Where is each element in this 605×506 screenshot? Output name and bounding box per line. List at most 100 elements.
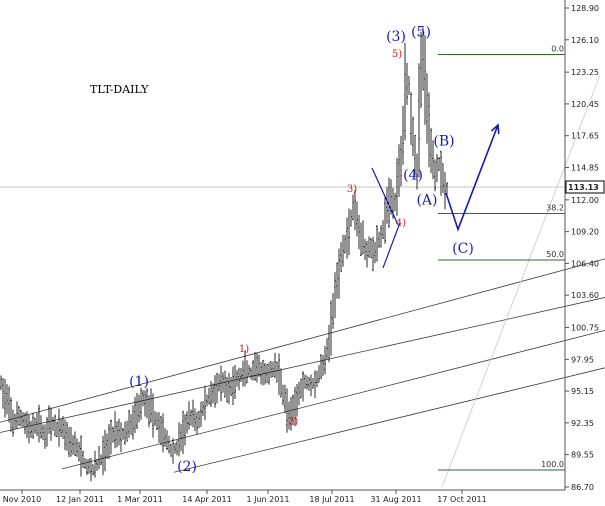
axes [0,0,566,491]
y-tick-label: 106.40 [571,259,599,268]
ohlc-bar [46,416,48,447]
ohlc-bar [322,354,324,376]
projection-line [445,124,499,232]
ohlc-bar [192,399,194,428]
x-tick-label: 14 Apr 2011 [182,495,231,504]
ohlc-bar [48,405,50,434]
ohlc-bar [216,372,218,404]
ohlc-bar [268,362,270,385]
ohlc-bar [66,421,68,451]
ohlc-bar [98,445,100,470]
ohlc-bar [362,220,364,255]
ohlc-bar [76,438,78,457]
ohlc-bar [4,378,6,418]
chart-title: TLT-DAILY [90,83,149,96]
current-price-box [565,180,605,194]
ohlc-bar [396,157,398,216]
ohlc-bar [442,163,444,193]
ohlc-bar [180,424,182,452]
ohlc-bar [150,388,152,423]
wave-label: (2) [177,459,197,475]
ohlc-bar [118,418,120,446]
ohlc-bar [30,420,32,439]
ohlc-bar [288,401,290,430]
ohlc-bar [444,172,446,210]
ohlc-bar [122,427,124,440]
ohlc-bar [188,401,190,430]
wave-labels: (1) (2) 1) 2) 3) 4) 5) (3) (5) (4) (A) (B) (C) [129,24,474,475]
wave-channel-lines [371,167,401,269]
ohlc-bar [414,135,416,176]
ohlc-bar [416,153,418,190]
ohlc-bar [12,409,14,437]
ohlc-bar [254,352,256,381]
wave-label: (A) [416,192,437,208]
ohlc-bar [16,401,18,429]
ohlc-bar [398,144,400,197]
price-bars [0,27,448,482]
ohlc-bar [134,396,136,433]
ohlc-bar [208,387,210,405]
ohlc-bar [162,413,164,453]
ohlc-bar [40,415,42,439]
ohlc-bar [10,397,12,432]
ohlc-bar [328,324,330,363]
ohlc-bar [352,194,354,221]
ohlc-bar [202,401,204,417]
ohlc-bar [256,352,258,383]
ohlc-bar [24,412,26,435]
ohlc-bar [42,424,44,441]
ohlc-bar [320,353,322,380]
ohlc-bar [68,426,70,458]
ohlc-bar [128,409,130,438]
ohlc-bar [432,140,434,180]
ohlc-bar [84,457,86,469]
gray-trendline [441,74,601,488]
y-tick-label: 89.55 [571,451,594,460]
y-tick-label: 112.00 [571,196,599,205]
ohlc-bar [114,411,116,449]
ohlc-bar [264,362,266,385]
wave-label: 3) [347,184,357,195]
ohlc-bar [28,414,30,444]
x-tick-label: 1 Mar 2011 [117,495,163,504]
ohlc-bar [244,350,246,387]
ohlc-bar [80,435,82,477]
ohlc-bar [74,431,76,457]
ohlc-bar [214,375,216,408]
fib-level-label: 0.0 [551,45,564,54]
ohlc-bar [182,410,184,455]
y-tick-label: 120.45 [571,100,599,109]
ohlc-bar [386,187,388,224]
ohlc-bar [226,376,228,403]
ohlc-bar [20,409,22,427]
ohlc-bar [240,367,242,383]
ohlc-bar [154,411,156,427]
x-tick-label: 17 Oct 2011 [437,495,486,504]
ohlc-bar [170,443,172,457]
current-price-tag: 113.13 [565,180,605,194]
ohlc-bar [236,369,238,387]
ohlc-bar [428,92,430,168]
ohlc-bar [136,393,138,429]
ohlc-bar [220,365,222,402]
y-tick-label: 126.10 [571,36,599,45]
ohlc-bar [174,443,176,454]
x-tick-label: 31 Aug 2011 [370,495,421,504]
ohlc-bar [86,459,88,476]
wave-label: 2) [288,417,298,428]
ohlc-bar [190,409,192,426]
ohlc-bar [306,375,308,390]
ohlc-bar [280,368,282,398]
ohlc-bar [350,209,352,227]
ohlc-bar [278,353,280,396]
ohlc-bar [260,362,262,385]
ohlc-bar [60,418,62,438]
ohlc-bar [38,404,40,443]
ohlc-bar [230,376,232,396]
ohlc-bar [2,377,4,409]
ohlc-bar [198,410,200,429]
ohlc-bar [22,412,24,428]
